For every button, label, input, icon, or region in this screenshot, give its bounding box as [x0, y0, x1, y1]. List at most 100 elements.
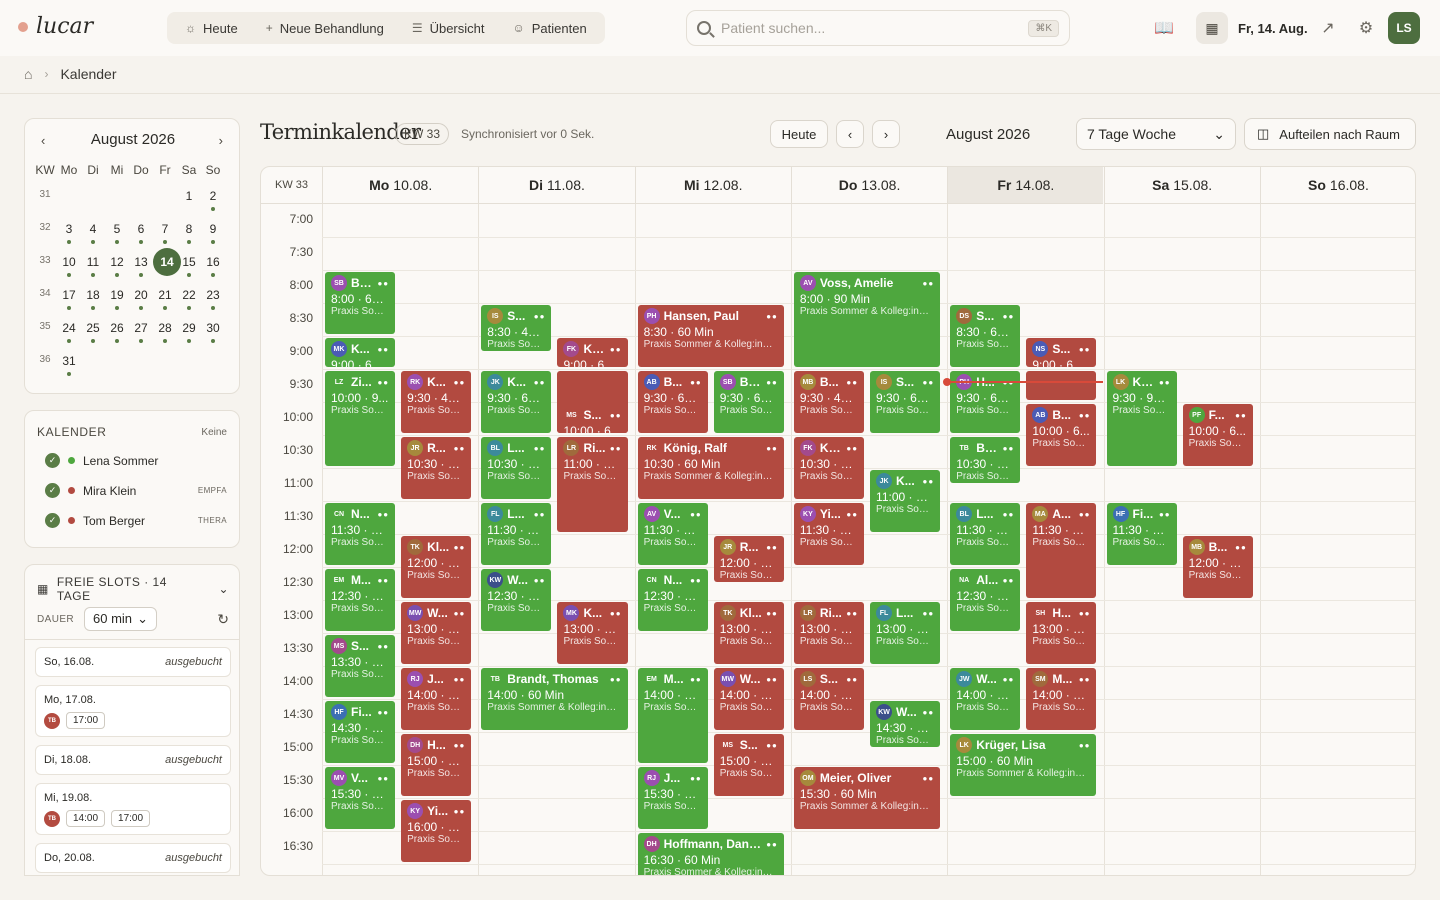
- appointment[interactable]: CN N... ●● 11:30 · 60 ...Praxis Som...: [325, 503, 396, 565]
- appointment[interactable]: IS S... ●● 8:30 · 45 ... Praxis Som...: [481, 305, 552, 351]
- appointment[interactable]: AB B... ●● 9:30 · 60 ... Praxis Som...: [637, 371, 708, 433]
- view-select[interactable]: 7 Tage Woche ⌄: [1076, 118, 1236, 150]
- mini-calendar-day[interactable]: 17: [57, 288, 81, 321]
- appointment[interactable]: LS S... ●● 14:00 · 60... Praxis Som...: [793, 668, 865, 730]
- mini-calendar-day[interactable]: 9: [201, 222, 225, 255]
- day-header-do[interactable]: Do 13.08.: [790, 167, 948, 204]
- free-slot-time-button[interactable]: 17:00: [66, 712, 106, 729]
- day-header-sa[interactable]: Sa 15.08.: [1103, 167, 1260, 204]
- calendar-item[interactable]: ✓ Mira Klein EMPFA: [45, 483, 227, 498]
- appointment[interactable]: KW W... ●● 14:30 · 45... Praxis Som...: [870, 701, 941, 747]
- trend-icon[interactable]: ↗: [1321, 20, 1335, 37]
- chevron-left-icon[interactable]: ‹: [41, 133, 46, 148]
- appointment[interactable]: PF F... ●● 10:00 · 6... Praxis Som...: [1182, 404, 1253, 466]
- mini-calendar-day[interactable]: 21: [153, 288, 177, 321]
- appointment[interactable]: FK Kr... ●● 10:30 · 60... Praxis Som...: [793, 437, 865, 499]
- gear-icon[interactable]: ⚙: [1358, 20, 1374, 37]
- appointment[interactable]: JR R... ●● 12:00 · 45... Praxis Som...: [713, 536, 784, 582]
- appointment[interactable]: MW W... ●● 14:00 · 60... Praxis Som...: [713, 668, 784, 730]
- user-avatar[interactable]: LS: [1388, 12, 1420, 44]
- next-week-button[interactable]: ›: [872, 120, 900, 148]
- mini-calendar-day[interactable]: 4: [81, 222, 105, 255]
- book-icon[interactable]: 📖: [1154, 20, 1174, 37]
- appointment[interactable]: MV V... ●● 15:30 · 60... Praxis Som...: [325, 767, 396, 829]
- free-slot-time-button[interactable]: 14:00: [66, 810, 106, 827]
- mini-calendar-day[interactable]: 19: [105, 288, 129, 321]
- appointment[interactable]: MK K... ●● 9:00 · 60 ...: [325, 338, 396, 367]
- appointment[interactable]: MS S... ●● 10:00 · 6...: [557, 404, 628, 433]
- appointment[interactable]: JR R... ●● 10:30 · 60... Praxis Som...: [401, 437, 472, 499]
- appointment[interactable]: MAA... ●● 11:30 · 90 ...Praxis Som...: [1026, 503, 1097, 598]
- mini-calendar-day[interactable]: 29: [177, 321, 201, 354]
- nav-item-neue-behandlung[interactable]: + Neue Behandlung: [252, 12, 398, 44]
- nav-item-patienten[interactable]: ☺ Patienten: [499, 12, 601, 44]
- appointment[interactable]: AB B... ●● 10:00 · 6... Praxis Som...: [1026, 404, 1097, 466]
- appointment[interactable]: EM M... ●● 14:00 · 90... Praxis Som...: [637, 668, 708, 763]
- appointment[interactable]: FL L... ●● 13:00 · 60... Praxis Som...: [870, 602, 941, 664]
- appointment[interactable]: KY Yi... ●● 16:00 · 60... Praxis Som...: [401, 800, 472, 862]
- logo[interactable]: lucar: [18, 14, 93, 39]
- day-header-mo[interactable]: Mo 10.08.: [322, 167, 479, 204]
- home-icon[interactable]: ⌂: [24, 66, 33, 82]
- appointment[interactable]: KW W... ●● 12:30 · 60... Praxis Som...: [481, 569, 552, 631]
- search-input[interactable]: Patient suchen...: [721, 20, 826, 36]
- mini-calendar-day[interactable]: 28: [153, 321, 177, 354]
- mini-calendar-day[interactable]: 22: [177, 288, 201, 321]
- appointment[interactable]: MS S... ●● 15:00 · 60... Praxis Som...: [713, 734, 784, 796]
- mini-calendar-day[interactable]: 18: [81, 288, 105, 321]
- appointment[interactable]: SM M... ●● 14:00 · 60... Praxis Som...: [1026, 668, 1097, 730]
- appointment[interactable]: JW W... ●● 14:00 · 60... Praxis Som...: [950, 668, 1021, 730]
- appointment[interactable]: AVV... ●● 11:30 · 60 ...Praxis Som...: [637, 503, 708, 565]
- check-icon[interactable]: ✓: [45, 513, 60, 528]
- nav-item-heute[interactable]: ☼ Heute: [171, 12, 252, 44]
- chevron-right-icon[interactable]: ›: [218, 133, 223, 148]
- mini-calendar-day[interactable]: 8: [177, 222, 201, 255]
- appointment[interactable]: HF Fi... ●● 14:30 · 45... Praxis Som...: [325, 701, 396, 763]
- appointment[interactable]: CN N... ●● 12:30 · 60... Praxis Som...: [637, 569, 708, 631]
- appointment[interactable]: MS S... ●● 13:30 · 60... Praxis Som...: [325, 635, 396, 697]
- appointment[interactable]: EM M... ●● 12:30 · 60... Praxis Som...: [325, 569, 396, 631]
- mini-calendar-day[interactable]: 25: [81, 321, 105, 354]
- appointment[interactable]: MK K... ●● 13:00 · 60... Praxis Som...: [557, 602, 628, 664]
- day-header-di[interactable]: Di 11.08.: [478, 167, 635, 204]
- split-by-room-button[interactable]: ◫ Aufteilen nach Raum: [1244, 118, 1416, 150]
- nav-item-übersicht[interactable]: ☰ Übersicht: [398, 12, 499, 44]
- appointment[interactable]: MB B... ●● 9:30 · 45 ... Praxis Som...: [793, 371, 865, 433]
- mini-calendar-day[interactable]: 11: [81, 255, 105, 288]
- appointment[interactable]: JK K... ●● 9:30 · 60 ... Praxis Som...: [481, 371, 552, 433]
- day-header-so[interactable]: So 16.08.: [1259, 167, 1415, 204]
- day-header-fr[interactable]: Fr 14.08.: [947, 167, 1104, 204]
- appointment[interactable]: LR Ri... ●● 13:00 · 60... Praxis Som...: [793, 602, 865, 664]
- appointment[interactable]: FL L... ●● 11:30 · 60... Praxis Som...: [481, 503, 552, 565]
- calendar-item[interactable]: ✓ Tom Berger THERA: [45, 513, 227, 528]
- appointment[interactable]: RK K... ●● 9:30 · 45 ... Praxis Som...: [401, 371, 472, 433]
- mini-calendar-day[interactable]: 23: [201, 288, 225, 321]
- appointment[interactable]: BL L... ●● 10:30 · 60... Praxis Som...: [481, 437, 552, 499]
- appointment[interactable]: SB Br... ●● 9:30 · 60 ... Praxis Som...: [713, 371, 784, 433]
- appointment[interactable]: TB Br... ●● 10:30 · 45... Praxis Som...: [950, 437, 1021, 483]
- appointment[interactable]: [1026, 371, 1097, 400]
- appointment[interactable]: FK Kr... ●● 9:00 · 60 ...: [557, 338, 628, 367]
- appointment[interactable]: NA Al... ●● 12:30 · 60... Praxis Som...: [950, 569, 1021, 631]
- mini-calendar-day[interactable]: 26: [105, 321, 129, 354]
- mini-calendar-day[interactable]: 16: [201, 255, 225, 288]
- appointment[interactable]: IS S... ●● 9:30 · 60 ... Praxis Som...: [870, 371, 941, 433]
- appointment[interactable]: JKK... ●● 11:00 · 60 ...Praxis Som...: [870, 470, 941, 532]
- free-slot-day[interactable]: So, 16.08. ausgebucht: [35, 647, 231, 677]
- check-icon[interactable]: ✓: [45, 483, 60, 498]
- day-header-mi[interactable]: Mi 12.08.: [634, 167, 791, 204]
- patient-search[interactable]: Patient suchen... ⌘K: [686, 10, 1070, 46]
- mini-calendar-day[interactable]: 30: [201, 321, 225, 354]
- refresh-icon[interactable]: ↻: [217, 610, 229, 627]
- date-button[interactable]: ▦ Fr, 14. Aug.: [1196, 12, 1308, 44]
- appointment[interactable]: LK Kr... ●● 9:30 · 90 ... Praxis Som...: [1106, 371, 1177, 466]
- mini-calendar-day[interactable]: 7: [153, 222, 177, 255]
- duration-select[interactable]: 60 min ⌄: [84, 607, 158, 631]
- appointment[interactable]: MB B... ●● 12:00 · 60... Praxis Som...: [1182, 536, 1253, 598]
- mini-calendar-day[interactable]: 10: [57, 255, 81, 288]
- mini-calendar-day[interactable]: 6: [129, 222, 153, 255]
